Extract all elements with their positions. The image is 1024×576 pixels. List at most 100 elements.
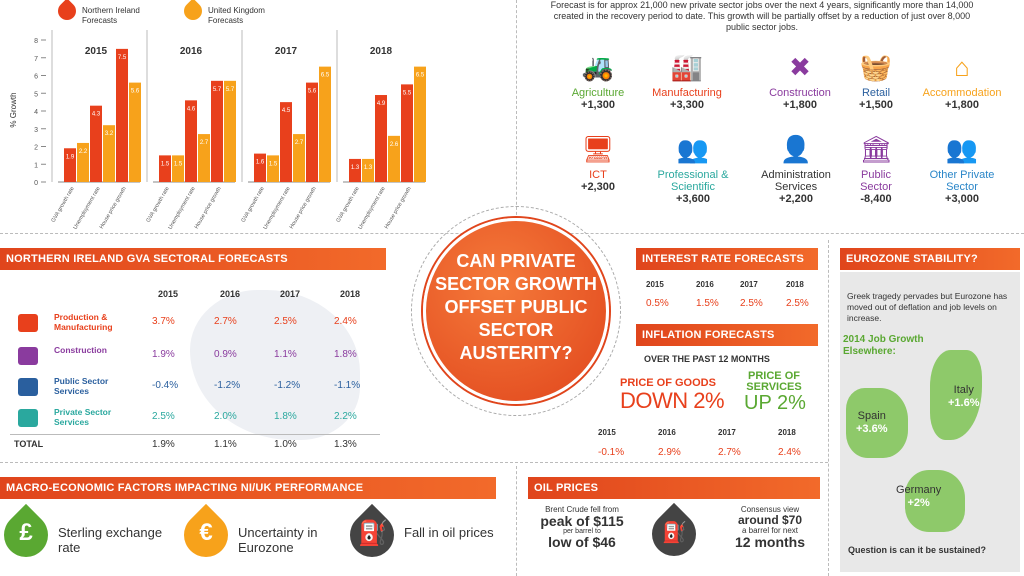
sector-4: ⌂ Accommodation +1,800 [914,50,1010,111]
oil-right-mid: around $70 [737,513,803,527]
uk-legend-label: United Kingdom Forecasts [208,6,265,25]
sector-value: +1,300 [581,99,615,111]
uk-bar-label: 2.6 [390,142,399,148]
chart-section: Northern Ireland Forecasts United Kingdo… [0,0,512,240]
ni-bar [90,105,102,182]
uk-bar-label: 2.7 [295,140,304,146]
gva-cell: 1.8% [274,411,297,422]
macro-label: Uncertainty in Eurozone [238,525,318,555]
sector-name: Other Private Sector [929,169,995,193]
gva-cell: 2.0% [214,411,237,422]
ni-bar-label: 1.6 [256,160,265,166]
ni-bar [211,80,223,182]
gva-cell: -1.2% [274,380,301,391]
category-tick-label: Unemployment rate [358,186,387,231]
eurozone-question: Question is can it be sustained? [848,545,987,555]
ni-bar-label: 4.3 [92,112,101,118]
ni-bar [64,148,76,182]
ni-bar [349,158,361,182]
category-tick-label: GVA growth rate [336,186,361,224]
ni-legend-label: Northern Ireland Forecasts [82,6,140,25]
year-cell: 2017 [740,280,758,289]
headset-icon: 👤 [779,134,813,164]
category-tick-label: GVA growth rate [241,186,266,224]
ni-bar-label: 4.9 [377,101,386,107]
sector-6: 👥 Professional & Scientific +3,600 [648,132,738,205]
gva-cell: -0.4% [152,380,179,391]
country-2: Germany +2% [896,484,941,510]
value-cell: 1.5% [696,298,719,309]
gva-cell: -1.2% [214,380,241,391]
gva-total-cell: 1.1% [214,439,237,450]
computer-icon: 🖥 [581,134,615,164]
sector-value: +3,000 [945,193,979,205]
ni-bar-label: 1.5 [161,161,170,167]
gva-row-icon [18,378,38,396]
sector-name: Accommodation [922,87,1002,99]
category-tick-label: GVA growth rate [146,186,171,224]
building-icon: 🏛 [859,134,893,164]
sector-8: 🏛 Public Sector -8,400 [846,132,906,205]
oil-left-small2: per barrel to [563,528,601,535]
country-name: Italy [953,384,974,396]
y-tick-label: 2 [34,145,38,152]
uk-bar-label: 5.6 [131,89,140,95]
uk-bar-label: 1.3 [364,165,373,171]
value-cell: 2.4% [778,447,801,458]
sector-name: Agriculture [571,87,625,99]
sector-name: Retail [861,87,891,99]
oil-left-big2: low of $46 [548,534,616,550]
value-cell: 2.5% [786,298,809,309]
uk-bar [129,82,141,182]
sector-3: 🧺 Retail +1,500 [846,50,906,111]
ni-bar-label: 7.5 [118,55,127,61]
y-tick-label: 3 [34,127,38,134]
services-value: UP 2% [744,392,806,414]
uk-bar [267,155,279,182]
goods-value: DOWN 2% [620,388,725,413]
uk-bar [77,142,89,182]
value-cell: -0.1% [598,447,625,458]
oil-header: OIL PRICES [528,477,820,499]
sector-value: +2,200 [779,193,813,205]
gva-total-cell: 1.0% [274,439,297,450]
value-cell: 2.7% [718,447,741,458]
ni-bar-label: 5.6 [308,89,317,95]
headline-circle [423,218,609,404]
sector-name: Administration Services [761,169,831,193]
germany-shape [905,470,965,532]
gva-year-header: 2018 [340,289,361,299]
country-value: +2% [907,497,930,509]
panel-year-label: 2018 [370,46,393,57]
gva-row-label: Construction [54,345,107,355]
headline-text: CAN PRIVATE SECTOR GROWTH OFFSET PUBLIC … [435,251,597,363]
uk-bar-label: 5.7 [226,87,235,93]
oil-right-small2: a barrel for next [741,526,799,535]
goods-label: PRICE OF GOODS [620,377,716,389]
sector-value: +3,600 [676,193,710,205]
y-tick-label: 6 [34,74,38,81]
year-cell: 2016 [696,280,714,289]
gva-year-header: 2015 [158,289,179,299]
uk-bar [414,66,426,182]
year-cell: 2018 [778,428,796,437]
forecast-text: Forecast is for approx 21,000 new privat… [550,0,974,32]
sector-name: Public Sector [860,169,892,193]
sector-5: 🖥 ICT +2,300 [558,132,638,193]
y-tick-label: 4 [34,109,38,116]
uk-bar-label: 2.2 [79,149,88,155]
gva-row-icon [18,409,38,427]
uk-bar [319,66,331,182]
gva-cell: 1.8% [334,349,357,360]
uk-bar [388,135,400,182]
eurozone-text: Greek tragedy pervades but Eurozone has … [847,291,1008,323]
gva-total-cell: 1.9% [152,439,175,450]
uk-legend-marker [180,0,206,24]
uk-bar-label: 3.2 [105,131,114,137]
category-tick-label: House price growth [384,186,413,230]
inflation-subtitle: OVER THE PAST 12 MONTHS [644,354,770,364]
oil-left-big1: peak of $115 [540,513,624,529]
gva-cell: 1.1% [274,349,297,360]
uk-bar [198,134,210,182]
macro-icon-glyph: € [199,519,213,546]
